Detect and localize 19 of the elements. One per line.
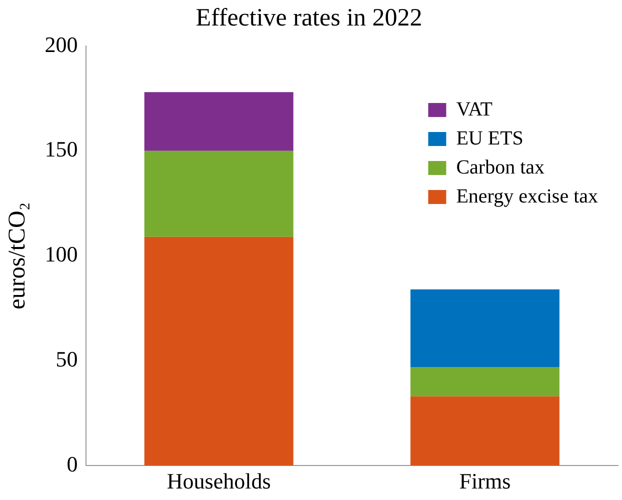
legend-label: Carbon tax [456, 156, 545, 178]
y-axis-title: euros/tCO₂ [4, 202, 31, 310]
y-tick-label: 100 [44, 242, 78, 267]
bar [144, 92, 294, 151]
y-tick-label: 50 [56, 346, 78, 372]
y-tick-label: 200 [44, 32, 78, 57]
bar [144, 236, 294, 466]
x-tick-label: Firms [459, 468, 511, 494]
chart-title: Effective rates in 2022 [196, 4, 422, 32]
bar [410, 366, 560, 396]
y-tick-label: 150 [44, 136, 78, 162]
legend-label: EU ETS [456, 127, 524, 150]
x-tick-label: Households [166, 468, 271, 494]
legend-label: Energy excise tax [456, 185, 598, 208]
bar [144, 150, 294, 237]
legend-label: VAT [456, 98, 493, 120]
y-tick-label: 0 [66, 451, 78, 476]
bar [410, 289, 560, 367]
bar [410, 396, 560, 466]
